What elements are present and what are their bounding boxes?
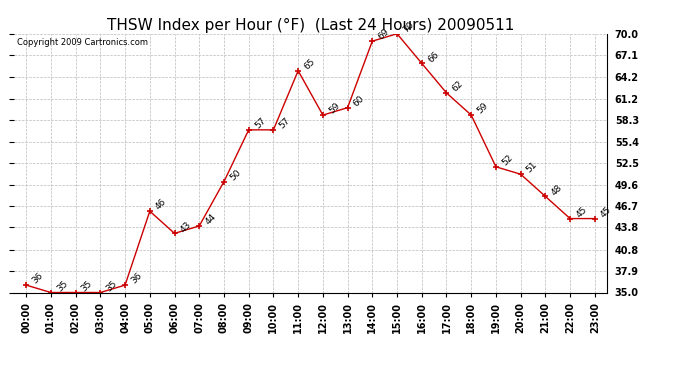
Text: 57: 57 [277,116,292,130]
Text: 36: 36 [129,271,144,286]
Text: 48: 48 [549,183,564,197]
Text: 60: 60 [352,94,366,108]
Text: 69: 69 [377,27,391,42]
Text: 35: 35 [80,279,95,293]
Text: 46: 46 [154,197,168,212]
Text: 52: 52 [500,153,515,167]
Text: 35: 35 [104,279,119,293]
Text: 45: 45 [599,205,613,219]
Text: 62: 62 [451,79,465,93]
Text: 66: 66 [426,50,440,64]
Title: THSW Index per Hour (°F)  (Last 24 Hours) 20090511: THSW Index per Hour (°F) (Last 24 Hours)… [107,18,514,33]
Text: 35: 35 [55,279,70,293]
Text: 51: 51 [525,160,540,175]
Text: 59: 59 [475,101,490,115]
Text: 45: 45 [574,205,589,219]
Text: 65: 65 [302,57,317,71]
Text: 57: 57 [253,116,267,130]
Text: Copyright 2009 Cartronics.com: Copyright 2009 Cartronics.com [17,38,148,46]
Text: 36: 36 [30,271,45,286]
Text: 44: 44 [204,212,218,226]
Text: 59: 59 [327,101,342,115]
Text: 70: 70 [401,20,415,34]
Text: 50: 50 [228,168,243,182]
Text: 43: 43 [179,219,193,234]
